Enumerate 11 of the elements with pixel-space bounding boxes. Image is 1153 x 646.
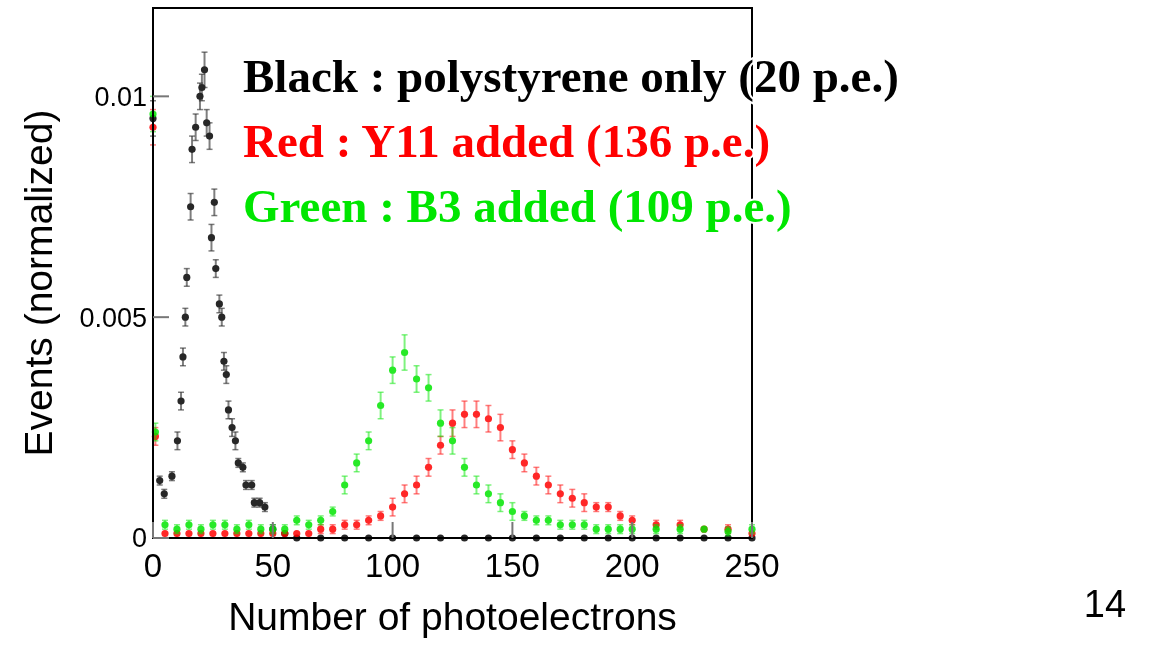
- x-tick-label: 100: [365, 547, 421, 584]
- y-axis-title: Events (normalized): [17, 109, 60, 457]
- y-tick-label: 0.01: [94, 81, 147, 112]
- x-tick-label: 250: [724, 547, 780, 584]
- y-tick-label: 0.005: [79, 302, 147, 333]
- x-tick-label: 200: [604, 547, 660, 584]
- x-tick-label: 150: [484, 547, 540, 584]
- y-tick-label: 0: [131, 523, 147, 554]
- x-axis-title: Number of photoelectrons: [228, 595, 677, 638]
- text: 14: [1083, 583, 1127, 625]
- x-tick-label: 50: [254, 547, 292, 584]
